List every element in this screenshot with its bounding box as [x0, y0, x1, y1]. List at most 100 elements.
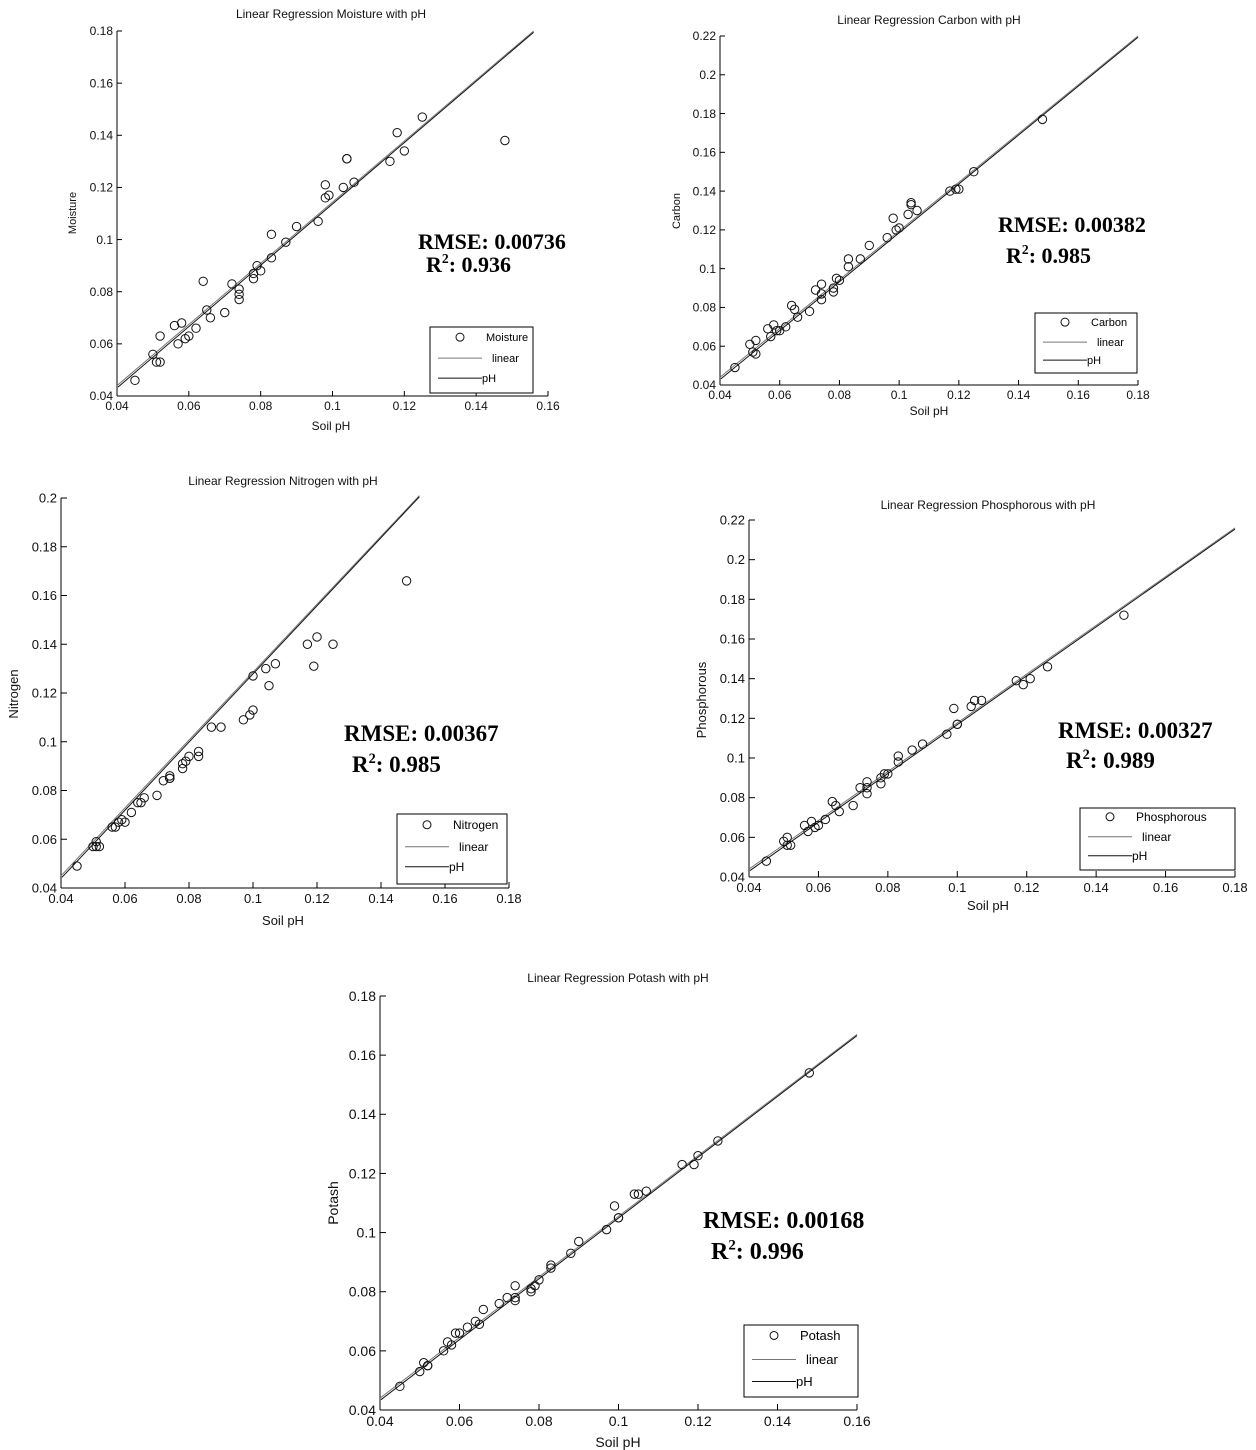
data-point	[816, 289, 827, 299]
data-point	[766, 331, 776, 342]
x-tick-label: 0.08	[176, 891, 201, 906]
data-point	[148, 349, 158, 359]
y-tick-label: 0.14	[90, 128, 114, 142]
data-point	[193, 746, 204, 757]
data-point	[227, 279, 237, 289]
r2-value: : 0.985	[376, 752, 441, 777]
legend-label: Carbon	[1091, 317, 1127, 329]
x-tick-label: 0.08	[828, 388, 852, 402]
legend-label: Phosphorous	[1136, 810, 1207, 824]
x-tick-label: 0.18	[1222, 880, 1247, 895]
data-point	[945, 186, 955, 196]
data-point	[820, 814, 831, 825]
data-point	[1037, 114, 1048, 125]
rmse-annotation: RMSE: 0.00736	[418, 229, 566, 254]
x-tick-label: 0.1	[244, 891, 262, 906]
legend-label: Potash	[800, 1328, 840, 1343]
data-point	[748, 347, 758, 357]
data-point	[155, 357, 165, 367]
data-point	[574, 1236, 584, 1247]
x-tick-label: 0.16	[536, 399, 560, 413]
data-point	[155, 331, 165, 341]
rmse-annotation: RMSE: 0.00327	[1058, 718, 1213, 743]
data-point	[264, 680, 274, 691]
linear-fit-line	[60, 495, 420, 877]
r2-value: : 0.989	[1090, 748, 1155, 773]
y-tick-label: 0.08	[349, 1284, 376, 1300]
data-point	[220, 307, 230, 318]
data-point	[91, 841, 101, 852]
x-tick-label: 0.08	[249, 399, 273, 413]
legend-label: linear	[806, 1352, 838, 1367]
y-tick-label: 0.2	[39, 491, 57, 506]
legend-marker-icon	[769, 1330, 779, 1340]
data-point	[302, 639, 313, 649]
data-point	[879, 769, 890, 779]
data-point	[349, 177, 359, 187]
data-point	[392, 127, 402, 138]
data-point	[72, 861, 82, 871]
x-axis-label: Soil pH	[262, 913, 304, 928]
x-tick-label: 0.16	[432, 891, 457, 906]
data-point	[804, 1068, 814, 1078]
data-point	[1011, 675, 1021, 686]
data-point	[629, 1189, 640, 1199]
data-point	[500, 135, 510, 146]
chart-panel: Linear Regression Phosphorous with pH 0.0…	[694, 498, 1248, 913]
data-point	[917, 739, 928, 749]
ph-fit-line	[720, 36, 1139, 380]
data-point	[234, 289, 244, 300]
data-point	[816, 294, 827, 305]
legend-marker-icon	[1105, 812, 1115, 822]
data-point	[751, 335, 761, 346]
y-tick-label: 0.1	[727, 751, 745, 766]
legend-label: Nitrogen	[453, 818, 498, 832]
data-point	[855, 783, 865, 793]
data-point	[903, 209, 913, 220]
data-point	[107, 822, 117, 832]
x-tick-label: 0.1	[324, 399, 341, 413]
r2-superscript: 2	[369, 751, 376, 767]
r2-value: : 0.985	[1029, 243, 1091, 268]
data-point	[546, 1260, 556, 1270]
legend-label: linear	[1142, 830, 1171, 844]
legend-label: Moisture	[486, 332, 528, 344]
x-tick-label: 0.12	[684, 1413, 711, 1429]
y-tick-label: 0.22	[720, 513, 745, 528]
x-tick-label: 0.06	[446, 1413, 473, 1429]
r2-superscript: 2	[1083, 747, 1090, 763]
chart-title: Linear Regression Nitrogen with pH	[188, 474, 377, 488]
y-tick-label: 0.1	[39, 734, 57, 749]
legend-marker-icon	[455, 332, 465, 342]
data-point	[912, 205, 922, 216]
data-point	[328, 639, 338, 649]
r2-annotation: R2: 0.936	[426, 251, 511, 277]
data-point	[763, 324, 773, 334]
x-tick-label: 0.14	[1007, 388, 1031, 402]
y-tick-label: 0.08	[693, 301, 717, 315]
r2-value: : 0.936	[449, 252, 511, 277]
data-point	[245, 710, 255, 720]
x-tick-label: 0.16	[1067, 388, 1091, 402]
rmse-annotation: RMSE: 0.00168	[703, 1208, 864, 1234]
data-point	[949, 703, 959, 714]
y-tick-label: 0.2	[699, 68, 716, 82]
legend-label: pH	[1087, 355, 1101, 367]
y-tick-label: 0.16	[349, 1047, 376, 1063]
data-point	[1042, 662, 1053, 672]
y-tick-label: 0.14	[720, 671, 745, 686]
y-tick-label: 0.06	[349, 1343, 376, 1359]
chart-title: Linear Regression Potash with pH	[527, 971, 708, 985]
data-point	[130, 375, 140, 386]
rmse-annotation: RMSE: 0.00367	[344, 721, 499, 746]
data-point	[184, 331, 194, 341]
data-point	[312, 632, 322, 642]
x-tick-label: 0.12	[393, 399, 417, 413]
y-tick-label: 0.2	[727, 552, 745, 567]
y-tick-label: 0.06	[720, 830, 745, 845]
x-tick-label: 0.06	[112, 891, 137, 906]
x-tick-label: 0.04	[366, 1413, 393, 1429]
r2-value: : 0.996	[736, 1239, 804, 1265]
data-point	[152, 790, 162, 801]
legend-box	[1034, 312, 1138, 374]
